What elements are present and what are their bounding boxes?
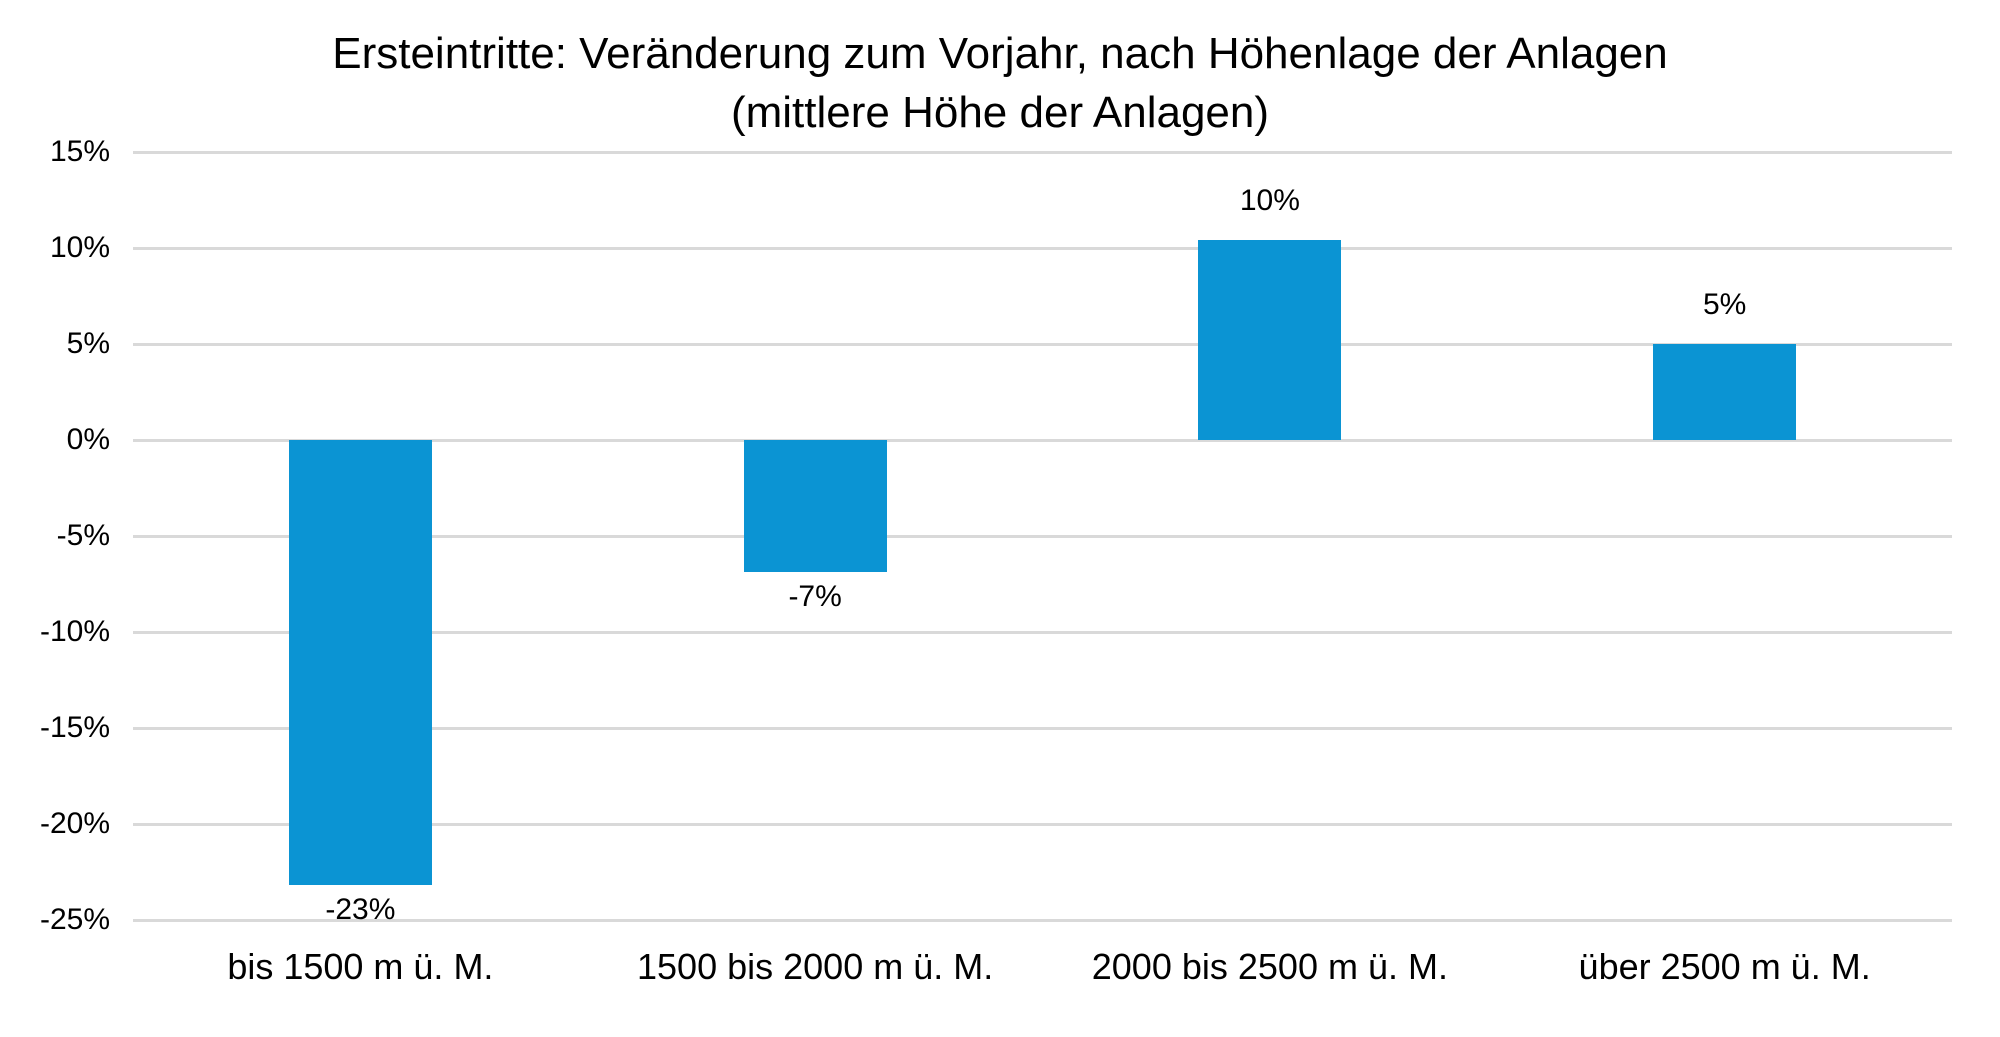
y-axis-tick-label: 15% [49, 135, 110, 168]
gridline [133, 150, 1952, 154]
chart-title: Ersteintritte: Veränderung zum Vorjahr, … [0, 24, 2000, 142]
bar [1198, 240, 1342, 440]
gridline [133, 342, 1952, 346]
gridline [133, 918, 1952, 922]
y-axis-tick-label: -10% [39, 615, 110, 648]
chart-title-line1: Ersteintritte: Veränderung zum Vorjahr, … [332, 29, 1668, 78]
y-axis-tick-label: 10% [49, 231, 110, 264]
bar-data-label: 10% [1239, 184, 1300, 218]
y-axis-tick-label: 0% [66, 423, 110, 456]
gridline [133, 630, 1952, 634]
bar [288, 440, 432, 886]
bar-data-label: -23% [325, 893, 396, 927]
bar-data-label: 5% [1702, 288, 1747, 321]
gridline [133, 822, 1952, 826]
x-axis-category-label: 2000 bis 2500 m ü. M. [1091, 946, 1448, 987]
y-axis-tick-label: -15% [39, 711, 110, 744]
gridline [133, 726, 1952, 730]
bar [1653, 344, 1797, 440]
x-axis-category-label: bis 1500 m ü. M. [227, 946, 494, 987]
chart-title-line2: (mittlere Höhe der Anlagen) [730, 88, 1270, 137]
gridline [133, 438, 1952, 442]
bar [743, 440, 887, 573]
gridline [133, 246, 1952, 250]
bar-data-label: -7% [788, 580, 842, 614]
gridline [133, 534, 1952, 538]
x-axis-category-label: über 2500 m ü. M. [1578, 946, 1871, 987]
x-axis-category-label: 1500 bis 2000 m ü. M. [637, 946, 994, 987]
y-axis-tick-label: -20% [39, 807, 110, 840]
y-axis-tick-label: 5% [66, 327, 110, 360]
y-axis-tick-label: -5% [56, 519, 110, 552]
y-axis-tick-label: -25% [39, 903, 110, 936]
